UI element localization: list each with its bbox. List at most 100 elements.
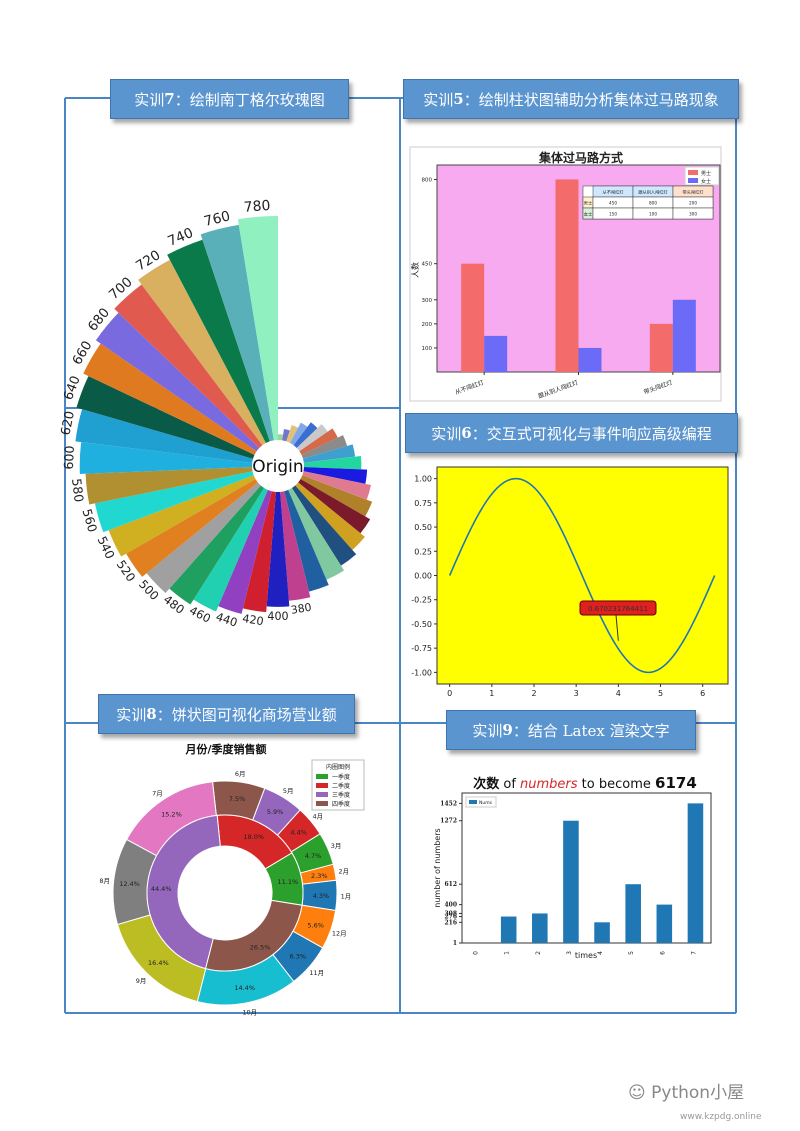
chart5-table-cell xyxy=(672,207,714,220)
chart6-xtick-label: 2 xyxy=(531,689,536,698)
chart6-xtick-label: 1 xyxy=(489,689,494,698)
chart9-title-part: numbers xyxy=(520,777,578,792)
chart6-ytick-label: -0.25 xyxy=(411,596,432,605)
chart9-plot-area xyxy=(461,792,712,944)
chart5-title: 集体过马路方式 xyxy=(538,150,623,165)
chart6-ytick-label: 1.00 xyxy=(414,475,432,484)
rose-petal xyxy=(76,376,279,466)
chart6-ytick-label: -0.50 xyxy=(411,620,432,629)
chart8-legend-label: 二季度 xyxy=(332,782,350,790)
chart8-month-label: 4月 xyxy=(313,812,324,820)
chart8-month-label: 7月 xyxy=(152,790,163,798)
chart9-bar xyxy=(594,922,610,943)
chart9-ytick-label: 612 xyxy=(444,881,457,888)
chart9-ytick-label: 1452 xyxy=(440,800,457,807)
chart9-ytick-label: 308 xyxy=(444,910,457,917)
chart6-ytick-label: -0.75 xyxy=(411,644,432,653)
traffic-bar-chart: 集体过马路方式 100 200 300 450 800 人数 从不闯红灯 跟从别人闯红灯 带头闯红… xyxy=(409,146,722,402)
chart5-ytick-label: 200 xyxy=(422,322,433,328)
chart9-legend-swatch xyxy=(469,800,477,804)
chart8-pct-label: 7.5% xyxy=(229,795,246,803)
chart9-ytick-label: 276 xyxy=(444,914,457,921)
chart5-ylabel: 人数 xyxy=(410,262,420,278)
chart6-ytick-label: -1.00 xyxy=(411,668,432,677)
chart9-xtick-label: 4 xyxy=(597,951,604,955)
chart9-title-part: 6174 xyxy=(655,774,697,792)
chart8-pct-label: 4.4% xyxy=(290,828,307,836)
footer-brand: ☺ Python小屋 xyxy=(628,1078,744,1103)
chart6-annotation-arrow xyxy=(615,614,619,641)
rose-petal xyxy=(278,466,345,580)
chart9-bar xyxy=(687,803,704,943)
rose-petal xyxy=(278,466,357,566)
chart5-table-cell-text: 100 xyxy=(649,212,657,217)
chart8-month-label: 8月 xyxy=(99,877,110,885)
chart9-bar xyxy=(532,913,548,943)
chart8-legend-swatch xyxy=(316,774,328,779)
chart8-month-label: 12月 xyxy=(332,930,347,938)
rose-petal xyxy=(167,239,278,466)
panel-title-8: 实训 8 ：饼状图可视化商场营业额 xyxy=(98,694,355,734)
chart9-xtick-label: 3 xyxy=(566,951,573,955)
rose-value-label: 780 xyxy=(243,198,271,216)
chart8-legend-swatch xyxy=(316,801,328,806)
chart9-ytick-label: 400 xyxy=(444,902,457,909)
rose-petal xyxy=(278,466,373,517)
rose-petal xyxy=(83,343,278,466)
chart9-xtick-label: 7 xyxy=(690,951,697,955)
chart8-legend-swatch xyxy=(316,792,328,797)
chart8-pct-label: 11.1% xyxy=(278,878,299,886)
wechat-icon: ☺ xyxy=(628,1083,646,1103)
chart8-pct-label: 2.3% xyxy=(311,872,328,880)
chart5-bar xyxy=(649,323,673,372)
chart5-ytick-label: 450 xyxy=(422,262,433,268)
chart5-table-header: 跟从别人闯红灯 xyxy=(638,189,668,196)
chart8-pct-label: 44.4% xyxy=(151,885,172,893)
chart6-xtick-label: 6 xyxy=(700,689,705,698)
chart5-legend-swatch xyxy=(688,178,698,183)
chart8-pct-label: 6.3% xyxy=(290,953,307,961)
chart9-legend-label: Nums xyxy=(479,800,493,806)
chart5-table-cell-text: 150 xyxy=(609,212,617,217)
chart5-ytick-label: 300 xyxy=(422,298,433,304)
chart9-title-part: 次数 xyxy=(473,776,500,792)
panel-title-7: 实训 7 ：绘制南丁格尔玫瑰图 xyxy=(110,79,349,119)
rose-value-label: 380 xyxy=(290,601,313,617)
chart9-title-part: of xyxy=(499,777,520,792)
chart5-table-cell-text: 200 xyxy=(689,201,697,206)
rose-petal xyxy=(278,466,329,592)
chart8-title: 月份/季度销售额 xyxy=(184,742,266,756)
chart8-month-label: 3月 xyxy=(331,842,342,850)
chart9-xtick-label: 0 xyxy=(473,951,480,955)
chart9-legend xyxy=(465,796,497,808)
rose-petal xyxy=(169,466,278,605)
footer-brand-text: Python小屋 xyxy=(651,1083,745,1103)
chart5-ytick-label: 800 xyxy=(422,177,433,183)
chart9-bar xyxy=(625,884,641,943)
chart8-pct-label: 5.6% xyxy=(307,921,324,929)
rose-value-label: 620 xyxy=(58,410,78,437)
chart8-wedge xyxy=(204,899,303,972)
rose-petal xyxy=(146,466,278,593)
chart6-ytick-label: 0.25 xyxy=(414,547,432,556)
rose-center-label: Origin xyxy=(252,457,303,477)
chart6-xtick-label: 5 xyxy=(658,689,663,698)
chart6-xtick-label: 4 xyxy=(616,689,621,698)
chart9-bar xyxy=(563,820,579,943)
nums-bar-chart: 次数 of numbers to become 6174121627630840… xyxy=(433,774,712,960)
chart8-pct-label: 16.4% xyxy=(148,959,169,967)
chart9-bar xyxy=(500,916,517,943)
chart5-table-row-label: 女士 xyxy=(584,211,592,218)
chart8-pct-label: 14.4% xyxy=(234,984,255,992)
chart9-xlabel: times xyxy=(575,951,597,960)
panel-title-9: 实训 9 ：结合 Latex 渲染文字 xyxy=(446,710,696,750)
rose-petal xyxy=(242,466,278,613)
rose-petal xyxy=(114,284,278,466)
panel-title-6: 实训 6 ：交互式可视化与事件响应高级编程 xyxy=(405,413,738,453)
chart9-xtick-label: 6 xyxy=(659,951,666,955)
chart5-legend-swatch xyxy=(688,170,698,175)
chart5-table-cell-text: 300 xyxy=(689,212,697,217)
rose-petal xyxy=(200,224,278,466)
chart9-ylabel: number of numbers xyxy=(433,828,442,907)
chart9-title: 次数 of numbers to become 6174 xyxy=(473,774,697,792)
